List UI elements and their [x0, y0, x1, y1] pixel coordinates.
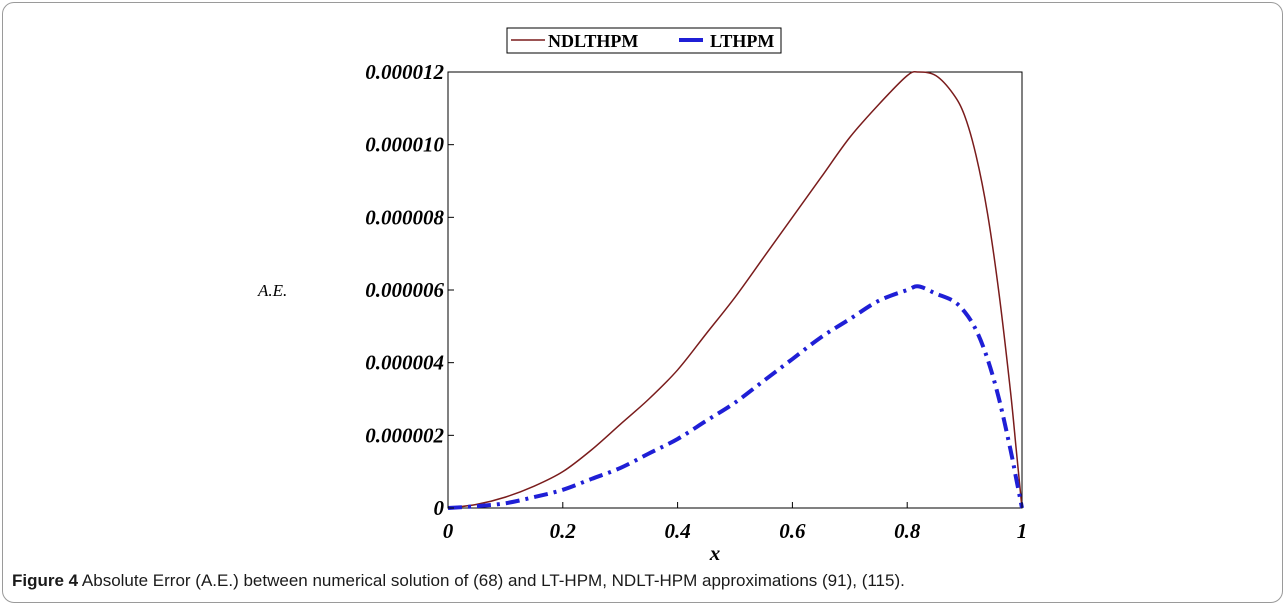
y-tick-label: 0 [434, 496, 445, 520]
series-line-lthpm [447, 284, 1024, 510]
legend-box [506, 27, 782, 54]
x-tick-label: 0 [443, 519, 454, 543]
y-tick-label: 0.000010 [365, 133, 444, 157]
figure-label: Figure 4 [12, 571, 79, 590]
figure-caption: Figure 4 Absolute Error (A.E.) between n… [12, 571, 1272, 591]
x-tick-label: 0.6 [779, 519, 806, 543]
legend-label-lthpm: LTHPM [710, 31, 774, 51]
x-tick-label: 1 [1017, 519, 1028, 543]
x-tick-label: 0.2 [550, 519, 577, 543]
y-tick-label: 0.000004 [365, 351, 444, 375]
x-axis-label: x [709, 541, 721, 565]
x-tick-label: 0.4 [664, 519, 690, 543]
legend: NDLTHPM LTHPM [506, 27, 782, 54]
legend-label-ndlthpm: NDLTHPM [548, 31, 638, 51]
y-tick-label: 0.000006 [365, 278, 444, 302]
y-tick-label: 0.000012 [365, 60, 444, 84]
x-tick-label: 0.8 [894, 519, 921, 543]
caption-text: Absolute Error (A.E.) between numerical … [78, 571, 905, 590]
y-tick-label: 0.000008 [365, 205, 444, 229]
y-axis-label: A.E. [257, 281, 287, 300]
y-tick-label: 0.000002 [365, 423, 444, 447]
series-line-ndlthpm [447, 70, 1023, 509]
plot-area-border [447, 71, 1023, 509]
